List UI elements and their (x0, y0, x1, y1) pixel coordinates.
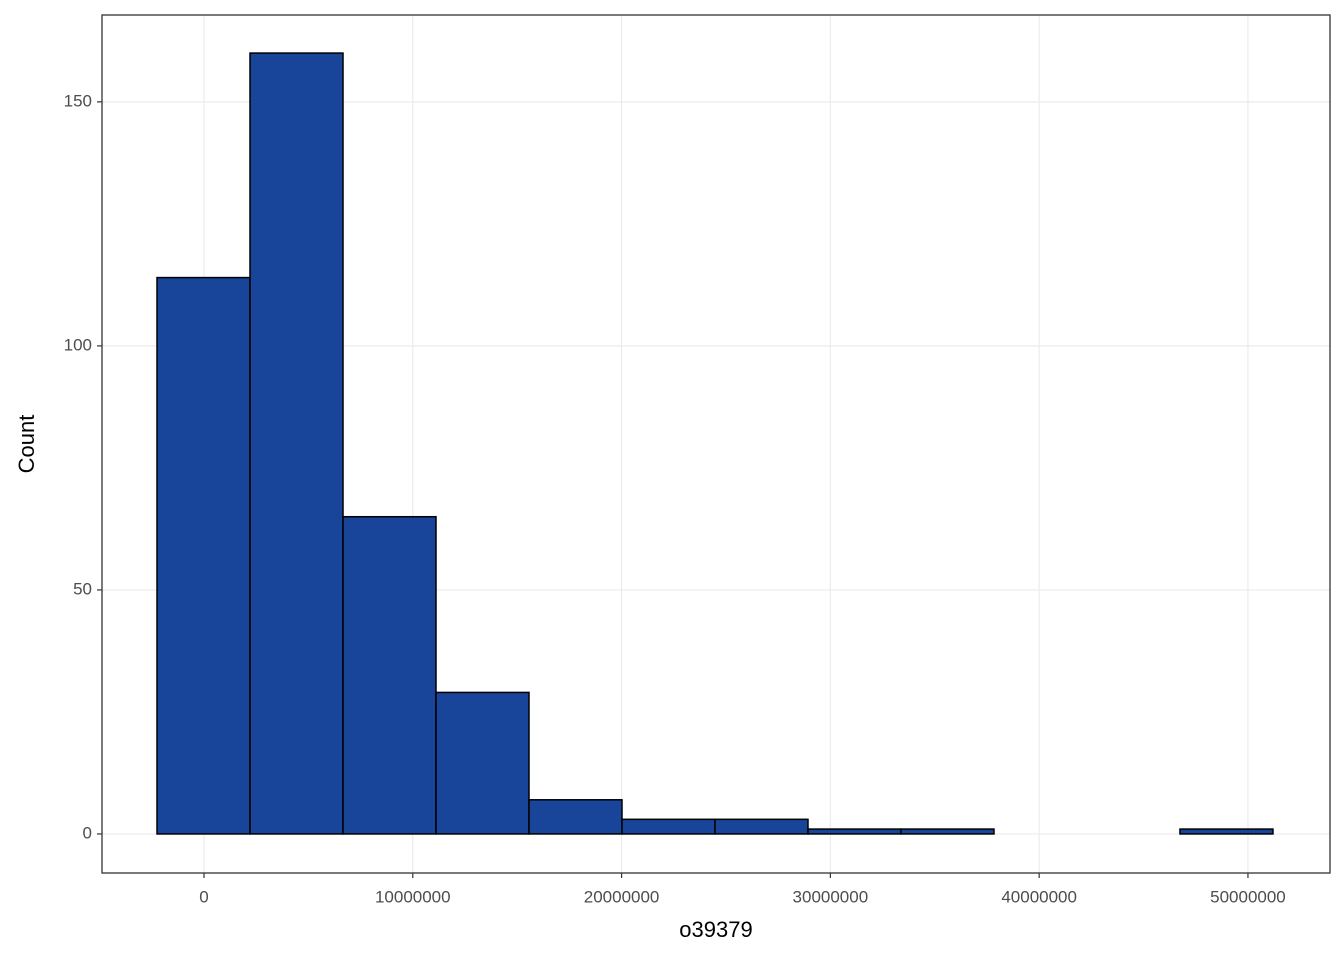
plot-border (101, 14, 1331, 874)
bar (435, 691, 530, 835)
x-tick-label: 0 (199, 887, 208, 906)
bar (249, 52, 344, 835)
y-tick-label: 0 (83, 823, 92, 842)
y-tick-label: 100 (64, 335, 92, 354)
bar (900, 828, 995, 835)
y-tick-label: 150 (64, 91, 92, 110)
x-axis-title: o39379 (679, 917, 752, 942)
bar (621, 818, 716, 835)
bar (156, 276, 251, 835)
bar (342, 515, 437, 835)
bar (714, 818, 809, 835)
y-tick-label: 50 (73, 579, 92, 598)
x-tick-label: 10000000 (375, 887, 451, 906)
x-tick-label: 20000000 (584, 887, 660, 906)
x-tick-label: 50000000 (1210, 887, 1286, 906)
x-tick-label: 40000000 (1001, 887, 1077, 906)
bar (528, 799, 623, 835)
y-axis-title: Count (14, 415, 39, 474)
x-tick-label: 30000000 (793, 887, 869, 906)
bar (1179, 828, 1274, 835)
bar (807, 828, 902, 835)
